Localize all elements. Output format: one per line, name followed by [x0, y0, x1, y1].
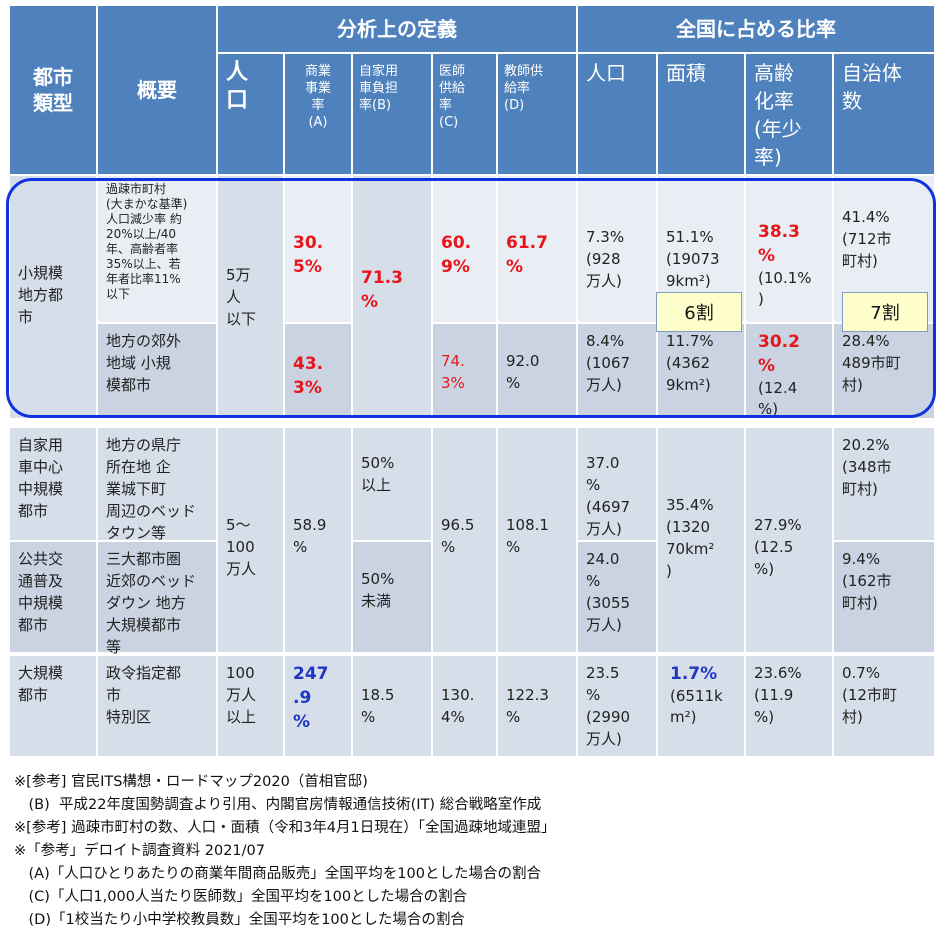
row-small-type: 小規模 地方都 市 [10, 176, 96, 418]
row-small-munis-2: 28.4% 489市町 村) [834, 324, 934, 418]
row-large-aging: 23.6% (11.9 %) [746, 656, 832, 756]
header-share-municipalities: 自治体 数 [834, 54, 934, 174]
header-teacher-rate: 教師供 給率 (D) [498, 54, 576, 174]
row-large-share-pop: 23.5 % (2990 万人) [578, 656, 656, 756]
row-small-sub1-overview: 過疎市町村 (大まかな基準) 人口減少率 約 20%以上/40 年、高齢者率 3… [98, 176, 216, 322]
note-line-1: ※[参考] 官民ITS構想・ロードマップ2020（首相官邸) [14, 774, 368, 790]
row-mid-doctor: 96.5 % [433, 428, 496, 652]
row-small-commerce-2: 43. 3% [285, 324, 351, 418]
row-large-teacher: 122.3 % [498, 656, 576, 756]
row-large-type: 大規模 都市 [10, 656, 96, 756]
row-large-area-main: 1.7% [670, 664, 718, 684]
note-line-5: (A)「人口ひとりあたりの商業年間商品販売」全国平均を100とした場合の割合 [14, 866, 541, 882]
header-population: 人 口 [218, 54, 283, 174]
row-small-population: 5万 人 以下 [218, 176, 283, 418]
row-small-aging-2: 30.2 % (12.4 %) [746, 324, 832, 418]
row-large-munis: 0.7% (12市町 村) [834, 656, 934, 756]
badge-area-60pct: 6割 [656, 292, 742, 332]
row-mid-transit-munis: 9.4% (162市 町村) [834, 542, 934, 652]
row-large-area-sub: (6511k m²) [670, 687, 723, 726]
row-small-teacher-1: 61.7 % [498, 176, 576, 322]
row-mid-car-share-pop: 37.0 % (4697 万人) [578, 428, 656, 540]
row-small-aging-1-main: 38.3 % [758, 222, 800, 266]
row-large-area: 1.7% (6511k m²) [658, 656, 744, 756]
header-share-population: 人口 [578, 54, 656, 174]
row-small-aging-1-sub: (10.1% ) [758, 269, 812, 308]
header-group-definition: 分析上の定義 [218, 6, 576, 52]
row-small-doctor-2: 74. 3% [433, 324, 496, 418]
row-small-aging-2-main: 30.2 % [758, 332, 800, 376]
row-mid-aging: 27.9% (12.5 %) [746, 428, 832, 652]
header-commerce-rate: 商業 事業 率 (A) [285, 54, 351, 174]
header-share-area: 面積 [658, 54, 744, 174]
small-city-highlight-ring [6, 178, 936, 418]
row-mid-transit-share-pop: 24.0 % (3055 万人) [578, 542, 656, 652]
note-line-6: (C)「人口1,000人当たり医師数」全国平均を100とした場合の割合 [14, 889, 468, 905]
row-large-overview: 政令指定都 市 特別区 [98, 656, 216, 756]
row-mid-car-type: 自家用 車中心 中規模 都市 [10, 428, 96, 540]
row-small-commerce-1: 30. 5% [285, 176, 351, 322]
row-large-population: 100 万人 以上 [218, 656, 283, 756]
header-doctor-rate: 医師 供給 率 (C) [433, 54, 496, 174]
row-mid-transit-car-burden: 50% 未満 [353, 542, 431, 652]
row-small-area-2: 11.7% (4362 9km²) [658, 324, 744, 418]
row-mid-transit-overview: 三大都市圏 近郊のベッド ダウン 地方 大規模都市 等 [98, 542, 216, 656]
note-line-3: ※[参考] 過疎市町村の数、人口・面積（令和3年4月1日現在）「全国過疎地域連盟… [14, 820, 556, 836]
row-small-share-pop-1: 7.3% (928 万人) [578, 176, 656, 322]
row-mid-car-munis: 20.2% (348市 町村) [834, 428, 934, 540]
row-small-share-pop-2: 8.4% (1067 万人) [578, 324, 656, 418]
row-mid-commerce: 58.9 % [285, 428, 351, 652]
note-line-4: ※「参考」デロイト調査資料 2021/07 [14, 843, 265, 859]
row-small-doctor-1: 60. 9% [433, 176, 496, 322]
note-line-7: (D)「1校当たり小中学校教員数」全国平均を100とした場合の割合 [14, 912, 465, 928]
row-mid-car-overview: 地方の県庁 所在地 企 業城下町 周辺のベッド タウン等 [98, 428, 216, 542]
row-mid-transit-type: 公共交 通普及 中規模 都市 [10, 542, 96, 652]
header-overview: 概要 [98, 6, 216, 174]
row-mid-population: 5～ 100 万人 [218, 428, 283, 652]
row-large-car-burden: 18.5 % [353, 656, 431, 756]
row-small-aging-2-sub: (12.4 %) [758, 379, 798, 418]
header-city-type-text: 都市 類型 [33, 65, 73, 115]
header-share-aging: 高齢 化率 (年少 率) [746, 54, 832, 174]
row-mid-area: 35.4% (1320 70km² ) [658, 428, 744, 652]
header-car-burden-rate: 自家用 車負担 率(B) [353, 54, 431, 174]
note-line-2: (B) 平成22年度国勢調査より引用、内閣官房情報通信技術(IT) 総合戦略室作… [14, 797, 542, 813]
header-city-type: 都市 類型 [10, 6, 96, 174]
row-large-doctor: 130. 4% [433, 656, 496, 756]
row-small-sub2-overview: 地方の郊外 地域 小規 模都市 [98, 324, 216, 418]
row-small-car-burden: 71.3 % [353, 176, 431, 418]
badge-munis-70pct: 7割 [842, 292, 928, 332]
row-mid-teacher: 108.1 % [498, 428, 576, 652]
header-group-share: 全国に占める比率 [578, 6, 934, 52]
row-large-commerce: 247 .9 % [285, 656, 351, 756]
row-small-aging-1: 38.3 % (10.1% ) [746, 176, 832, 322]
row-mid-car-burden: 50% 以上 [353, 428, 431, 540]
row-small-teacher-2: 92.0 % [498, 324, 576, 418]
